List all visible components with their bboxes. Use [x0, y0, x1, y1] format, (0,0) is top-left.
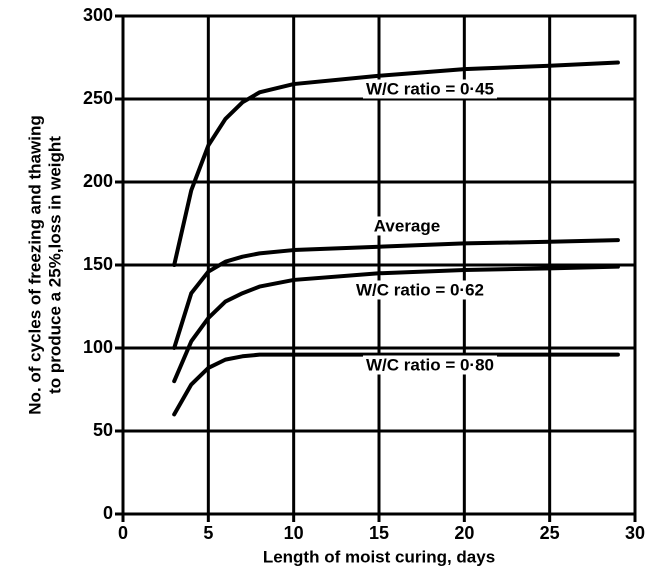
y-axis-label: to produce a 25%,loss in weight [45, 136, 64, 394]
y-axis-label: No. of cycles of freezing and thawing [25, 115, 44, 414]
series-line [172, 238, 620, 350]
x-tick-label: 10 [284, 523, 304, 543]
y-tick-label: 300 [83, 5, 113, 25]
y-tick-label: 150 [83, 254, 113, 274]
x-tick-label: 25 [540, 523, 560, 543]
x-tick-label: 30 [625, 523, 645, 543]
curve-label-bg [362, 355, 498, 375]
x-tick-label: 20 [454, 523, 474, 543]
x-tick-label: 5 [203, 523, 213, 543]
curve-label-bg [370, 216, 444, 236]
series-line [172, 352, 620, 417]
curve-label: Average [374, 216, 440, 235]
y-tick-label: 100 [83, 337, 113, 357]
curve-label: W/C ratio = 0·45 [366, 79, 494, 98]
plot-frame [121, 14, 637, 516]
x-axis-label: Length of moist curing, days [263, 547, 495, 566]
curve-label-bg [362, 79, 498, 99]
curve-label: W/C ratio = 0·62 [356, 280, 484, 299]
y-tick-label: 250 [83, 88, 113, 108]
x-tick-label: 0 [118, 523, 128, 543]
y-tick-label: 200 [83, 171, 113, 191]
series-line [172, 60, 620, 267]
curve-label-bg [352, 280, 488, 300]
series-line [172, 264, 620, 384]
y-tick-label: 50 [93, 420, 113, 440]
curve-label: W/C ratio = 0·80 [366, 355, 494, 374]
y-tick-label: 0 [103, 503, 113, 523]
x-tick-label: 15 [369, 523, 389, 543]
